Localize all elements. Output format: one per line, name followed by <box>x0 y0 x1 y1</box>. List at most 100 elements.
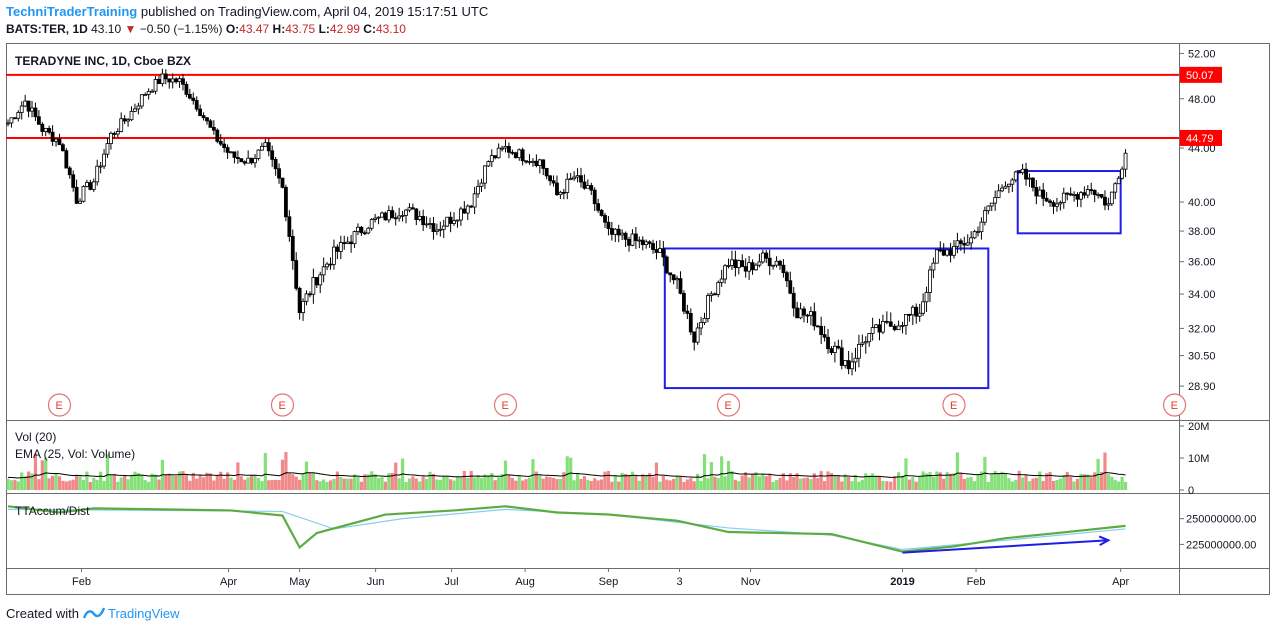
candle-body <box>819 325 824 336</box>
candle-body <box>294 260 299 289</box>
candle-body <box>455 219 460 222</box>
candle-body <box>867 333 872 343</box>
candle-body <box>644 241 649 246</box>
candle-body <box>441 225 446 230</box>
volume-bar <box>476 475 480 490</box>
candle-body <box>822 334 827 338</box>
candle-body <box>1106 203 1111 206</box>
volume-bar <box>785 480 789 490</box>
candle-body <box>791 292 796 309</box>
volume-tick-label: 10M <box>1188 453 1209 465</box>
candle-body <box>325 263 329 268</box>
volume-bar <box>623 473 628 490</box>
volume-bar <box>816 478 820 490</box>
candle-body <box>1099 194 1104 198</box>
candle-body <box>428 223 432 225</box>
time-tick-label: Jun <box>367 576 385 588</box>
volume-bar <box>1069 476 1073 490</box>
volume-bar <box>637 480 641 490</box>
volume-bar <box>40 460 44 490</box>
candle-body <box>1037 189 1042 197</box>
candle-body <box>778 260 782 266</box>
candle-body <box>1079 192 1083 200</box>
time-tick-label: Aug <box>515 576 535 588</box>
volume-bar <box>483 474 487 490</box>
candle-body <box>757 261 762 266</box>
candle-body <box>651 243 655 250</box>
volume-bar <box>44 457 48 490</box>
volume-bar <box>737 481 741 490</box>
author-link[interactable]: TechniTraderTraining <box>6 4 138 19</box>
candle-body <box>476 185 480 195</box>
volume-tick-label: 0 <box>1188 485 1194 497</box>
indicator-line <box>7 508 1126 551</box>
candle-body <box>1000 187 1004 192</box>
candle-body <box>743 266 748 272</box>
volume-bar <box>359 481 364 490</box>
candle-body <box>1041 189 1046 199</box>
candle-body <box>129 110 134 121</box>
indicator-pane-title: TTAccum/Dist <box>15 504 90 518</box>
volume-bar <box>990 474 994 490</box>
volume-bar <box>325 481 329 490</box>
candle-body <box>524 160 528 163</box>
candle-body <box>445 216 450 227</box>
candle-body <box>54 138 58 142</box>
tradingview-link[interactable]: TradingView <box>108 606 180 621</box>
volume-bar <box>119 477 123 490</box>
volume-bar <box>424 478 429 490</box>
candle-body <box>798 308 803 319</box>
time-tick-label: May <box>289 576 310 588</box>
candle-body <box>122 118 127 122</box>
candle-body <box>71 174 76 188</box>
candle-body <box>136 105 141 110</box>
volume-bar <box>150 473 154 490</box>
volume-bar <box>291 474 295 490</box>
candle-body <box>229 151 233 154</box>
volume-bar <box>222 478 226 490</box>
volume-bar <box>1000 471 1004 490</box>
candle-body <box>972 231 977 239</box>
volume-bar <box>599 479 604 490</box>
volume-bar <box>88 481 92 490</box>
candle-body <box>163 73 168 80</box>
volume-bar <box>188 480 192 490</box>
candle-body <box>843 360 848 366</box>
candle-body <box>9 117 14 124</box>
candle-body <box>194 100 199 110</box>
candle-body <box>788 280 793 294</box>
volume-bar <box>177 471 182 490</box>
volume-bar <box>328 480 333 490</box>
candle-body <box>273 159 278 170</box>
volume-bar <box>81 479 86 490</box>
volume-bar <box>582 476 587 490</box>
volume-bar <box>208 473 213 490</box>
close-value: 43.10 <box>375 22 406 36</box>
volume-bar <box>1113 479 1117 490</box>
volume-bar <box>126 479 130 490</box>
volume-bar <box>253 474 257 490</box>
candle-body <box>74 186 79 204</box>
earnings-marker-label: E <box>502 400 509 412</box>
volume-bar <box>620 472 624 490</box>
volume-bar <box>1041 480 1045 490</box>
volume-bar <box>822 481 827 490</box>
volume-bar <box>668 480 672 490</box>
volume-bar <box>809 479 813 490</box>
candle-body <box>832 345 837 353</box>
volume-bar <box>366 474 370 490</box>
volume-bar <box>13 479 17 490</box>
candle-body <box>839 347 844 366</box>
candle-body <box>884 320 889 323</box>
candle-body <box>287 216 292 237</box>
volume-bar <box>473 477 477 490</box>
candle-body <box>242 161 247 164</box>
volume-pane <box>6 452 1128 490</box>
volume-bar <box>387 473 391 490</box>
volume-bar <box>730 471 734 490</box>
volume-bar <box>938 472 942 490</box>
volume-bar <box>153 474 158 490</box>
volume-bar <box>871 473 875 490</box>
earnings-marker-label: E <box>1171 400 1178 412</box>
